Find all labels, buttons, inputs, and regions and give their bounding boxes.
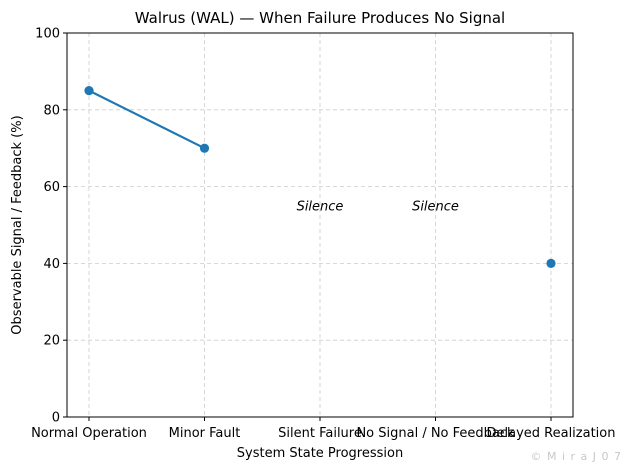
annotation-label: Silence [297, 199, 344, 214]
data-point [199, 143, 210, 153]
tick-layer: 0 20 40 60 80 100 Normal Operation Minor Fault S… [31, 27, 615, 442]
data-point [84, 86, 94, 96]
x-tick-label: No Signal / No Feedback [356, 426, 515, 441]
annotation-layer: Silence Silence [297, 199, 459, 214]
y-tick-label: 80 [43, 103, 60, 118]
y-axis-label: Observable Signal / Feedback (%) [10, 115, 25, 334]
data-point [546, 258, 556, 268]
y-tick-label: 0 [52, 411, 60, 426]
x-tick-label: Normal Operation [31, 426, 147, 441]
x-tick-label: Minor Fault [169, 426, 241, 441]
series-line-segment [87, 89, 206, 150]
y-tick-label: 60 [43, 180, 60, 195]
x-axis-label: System State Progression [237, 446, 403, 461]
x-tick-label: Delayed Realization [487, 426, 616, 441]
y-tick-label: 40 [43, 257, 60, 272]
y-tick-label: 20 [43, 334, 60, 349]
watermark: © M i r a J 0 7 [530, 450, 622, 463]
series-layer [84, 86, 556, 268]
grid-layer [67, 32, 573, 418]
chart-title: Walrus (WAL) — When Failure Produces No … [135, 9, 505, 27]
annotation-label: Silence [412, 199, 459, 214]
x-tick-label: Silent Failure [278, 426, 362, 441]
y-tick-label: 100 [35, 27, 60, 42]
